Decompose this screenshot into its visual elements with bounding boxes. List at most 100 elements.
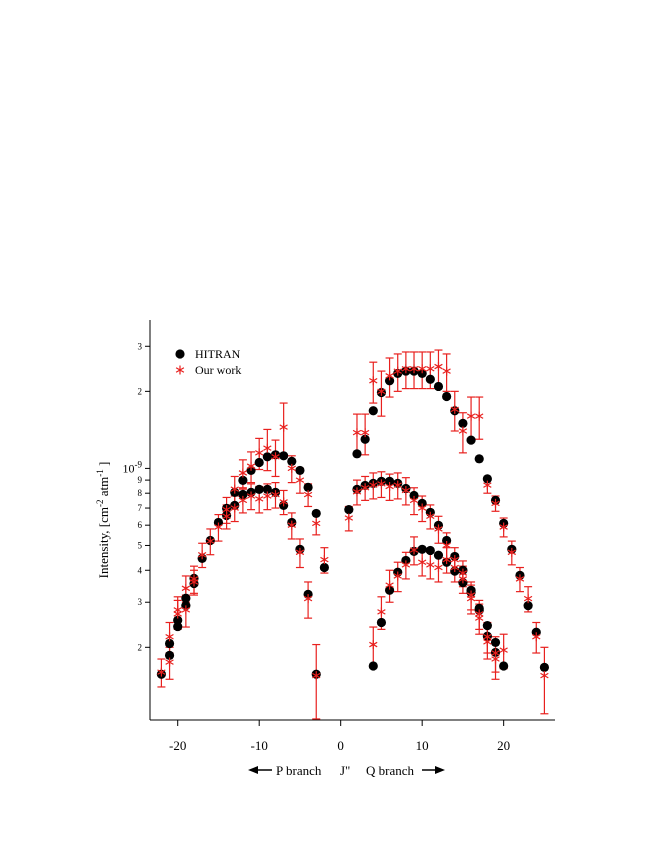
point xyxy=(474,603,484,613)
point xyxy=(499,645,508,655)
y-tick-label: 4 xyxy=(138,565,143,575)
point xyxy=(254,484,264,494)
point xyxy=(450,555,459,565)
point xyxy=(377,479,386,489)
point xyxy=(442,540,451,550)
point xyxy=(181,583,191,593)
point xyxy=(466,411,476,421)
point xyxy=(393,366,402,376)
point xyxy=(181,593,191,603)
point xyxy=(157,667,166,677)
point xyxy=(173,605,182,615)
point xyxy=(287,520,296,530)
point xyxy=(303,490,313,500)
point xyxy=(246,461,256,471)
point xyxy=(311,508,321,519)
point xyxy=(262,484,272,494)
point xyxy=(401,364,411,374)
point xyxy=(189,577,199,587)
point xyxy=(287,463,296,473)
point xyxy=(165,632,174,642)
y-tick-label-base: 3 xyxy=(138,341,143,351)
point xyxy=(426,511,435,521)
x-axis-label: J" xyxy=(340,763,350,778)
point xyxy=(482,621,492,631)
p-branch-label: P branch xyxy=(276,763,322,778)
y-tick-label: 9 xyxy=(138,475,143,485)
legend-label: HITRAN xyxy=(195,347,241,361)
point xyxy=(173,615,183,625)
point xyxy=(540,671,549,681)
point xyxy=(417,503,427,513)
y-tick-label-exponent: -9 xyxy=(135,459,143,469)
point xyxy=(254,448,264,458)
y-label-part: atm xyxy=(96,477,111,500)
y-tick-label: 5 xyxy=(138,540,143,550)
point xyxy=(164,638,175,649)
x-tick-label: -20 xyxy=(169,738,186,753)
point xyxy=(507,547,517,557)
point xyxy=(238,495,248,505)
point xyxy=(246,491,256,501)
y-tick-label: 7 xyxy=(138,503,143,513)
point xyxy=(222,511,231,521)
point xyxy=(409,545,419,555)
point xyxy=(197,550,207,560)
y-tick-label-base: 8 xyxy=(138,488,143,498)
legend-label: Our work xyxy=(195,363,241,377)
y-tick-label-base: 5 xyxy=(138,540,143,550)
point xyxy=(401,560,411,570)
point xyxy=(262,452,272,462)
point xyxy=(466,435,476,445)
arrowhead xyxy=(435,766,445,774)
point xyxy=(360,483,370,493)
point xyxy=(352,487,362,497)
y-label-sup: -2 xyxy=(95,499,105,507)
point xyxy=(434,362,443,372)
point xyxy=(295,547,305,557)
y-axis-label: Intensity, [cm-2 atm-1 ] xyxy=(95,462,111,579)
point xyxy=(369,376,378,386)
point xyxy=(165,657,174,667)
point xyxy=(214,522,223,532)
point xyxy=(385,371,394,381)
y-label-part: Intensity, [cm xyxy=(96,507,111,578)
point xyxy=(434,563,443,573)
point xyxy=(425,545,435,556)
point xyxy=(369,640,378,650)
point xyxy=(384,476,395,486)
point xyxy=(442,391,452,402)
point xyxy=(426,560,435,570)
point xyxy=(287,456,297,467)
point xyxy=(384,376,395,386)
point xyxy=(417,364,427,374)
point xyxy=(523,594,533,604)
point xyxy=(450,563,459,573)
point xyxy=(377,386,386,396)
point xyxy=(499,661,509,671)
y-tick-label-base: 7 xyxy=(138,503,143,513)
point xyxy=(491,648,500,658)
point xyxy=(369,480,378,490)
point xyxy=(319,562,329,573)
point xyxy=(238,475,248,485)
point xyxy=(515,574,525,584)
point xyxy=(376,617,387,628)
point xyxy=(393,480,402,490)
point xyxy=(360,428,370,438)
point xyxy=(417,498,427,508)
point xyxy=(417,544,427,554)
point xyxy=(409,364,419,374)
point xyxy=(442,555,451,565)
y-label-part: ] xyxy=(96,462,111,470)
y-tick-label: 2 xyxy=(138,386,143,396)
point xyxy=(482,474,492,484)
y-tick-label: 3 xyxy=(138,597,143,607)
arrowhead xyxy=(248,766,258,774)
point xyxy=(254,457,264,468)
point xyxy=(263,443,272,453)
point xyxy=(523,601,533,611)
point xyxy=(254,494,264,504)
